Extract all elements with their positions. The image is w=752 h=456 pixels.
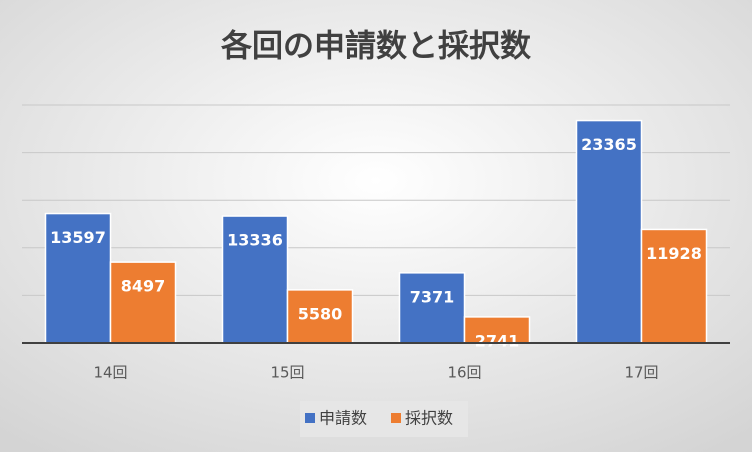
value-label: 2741 (475, 331, 520, 350)
value-label: 23365 (581, 135, 637, 154)
x-tick-label: 14回 (93, 364, 127, 382)
legend-box (300, 401, 468, 437)
chart-title: 各回の申請数と採択数 (220, 29, 531, 65)
x-tick-label: 15回 (270, 364, 304, 382)
legend-swatch (305, 413, 315, 423)
value-label: 5580 (298, 304, 343, 323)
bar (44, 212, 112, 344)
legend-label: 申請数 (319, 409, 367, 428)
legend-swatch (391, 413, 401, 423)
x-tick-label: 16回 (447, 364, 481, 382)
bar (221, 215, 289, 344)
value-label: 13336 (227, 231, 283, 250)
legend-label: 採択数 (405, 409, 453, 428)
bar (398, 272, 466, 344)
bar (109, 261, 177, 344)
value-label: 13597 (50, 228, 106, 247)
value-label: 8497 (121, 277, 166, 296)
value-label: 11928 (646, 244, 702, 263)
bar (463, 316, 531, 344)
value-label: 7371 (410, 287, 455, 306)
x-tick-label: 17回 (624, 364, 658, 382)
